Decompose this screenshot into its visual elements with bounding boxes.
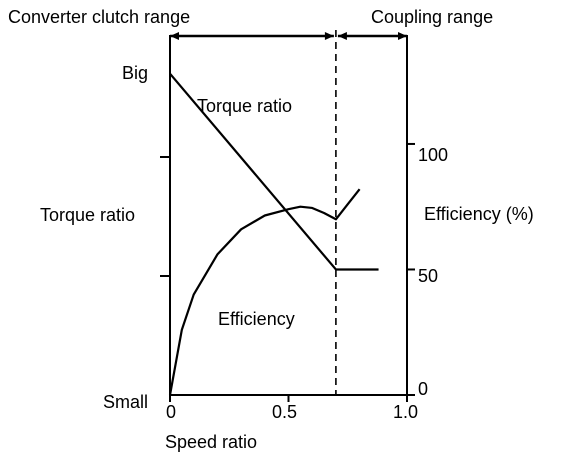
right-tick-label-0: 0 bbox=[418, 379, 429, 399]
right-axis-title: Efficiency (%) bbox=[424, 204, 534, 224]
left-axis-top-label: Big bbox=[122, 63, 149, 83]
right-tick-label-100: 100 bbox=[418, 145, 449, 165]
series-label-efficiency: Efficiency bbox=[218, 309, 295, 329]
x-tick-label-0-5: 0.5 bbox=[272, 402, 298, 422]
x-tick-label-0: 0 bbox=[166, 402, 177, 422]
series-line-efficiency bbox=[168, 188, 361, 396]
range-arrowhead-left-0 bbox=[170, 32, 179, 40]
x-axis-title: Speed ratio bbox=[165, 432, 258, 452]
x-tick-label-1-0: 1.0 bbox=[393, 402, 419, 422]
range-arrowhead-right-0 bbox=[324, 32, 334, 40]
left-axis-bottom-label: Small bbox=[103, 392, 149, 412]
range-label-coupling: Coupling range bbox=[371, 7, 494, 27]
left-axis-title: Torque ratio bbox=[40, 205, 136, 225]
range-label-converter-clutch: Converter clutch range bbox=[8, 7, 191, 27]
right-tick-label-50: 50 bbox=[418, 266, 439, 286]
range-arrowhead-left-1 bbox=[337, 32, 347, 40]
series-label-torque-ratio: Torque ratio bbox=[197, 96, 293, 116]
range-arrowhead-right-1 bbox=[398, 32, 407, 40]
series-line-torque-ratio bbox=[169, 72, 379, 271]
